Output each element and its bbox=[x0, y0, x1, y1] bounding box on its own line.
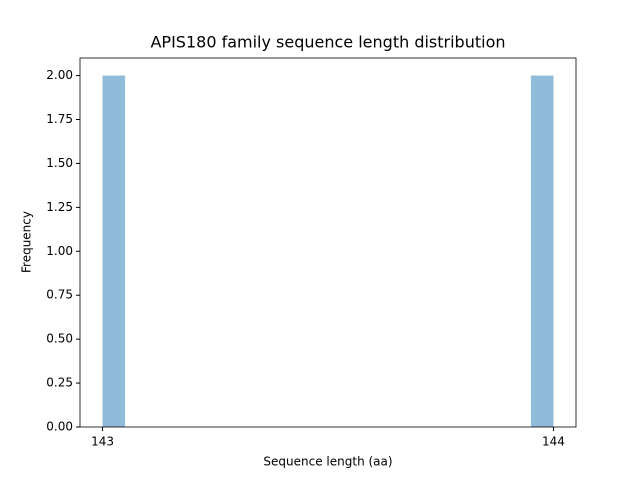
y-tick-label: 2.00 bbox=[46, 68, 73, 82]
x-tick-label: 144 bbox=[542, 435, 565, 449]
y-axis-label: Frequency bbox=[20, 211, 34, 273]
y-tick-label: 0.50 bbox=[46, 332, 73, 346]
plot-frame bbox=[79, 57, 577, 428]
y-tick-label: 0.00 bbox=[46, 420, 73, 434]
x-tick-label: 143 bbox=[91, 435, 114, 449]
y-tick-label: 0.25 bbox=[46, 376, 73, 390]
bar bbox=[102, 75, 126, 428]
y-tick-label: 1.75 bbox=[46, 112, 73, 126]
bar bbox=[530, 75, 554, 428]
x-axis-label: Sequence length (aa) bbox=[263, 455, 392, 469]
y-tick-label: 1.25 bbox=[46, 200, 73, 214]
y-tick-label: 0.75 bbox=[46, 288, 73, 302]
chart-title: APIS180 family sequence length distribut… bbox=[150, 33, 505, 52]
y-tick-label: 1.50 bbox=[46, 156, 73, 170]
y-tick-label: 1.00 bbox=[46, 244, 73, 258]
